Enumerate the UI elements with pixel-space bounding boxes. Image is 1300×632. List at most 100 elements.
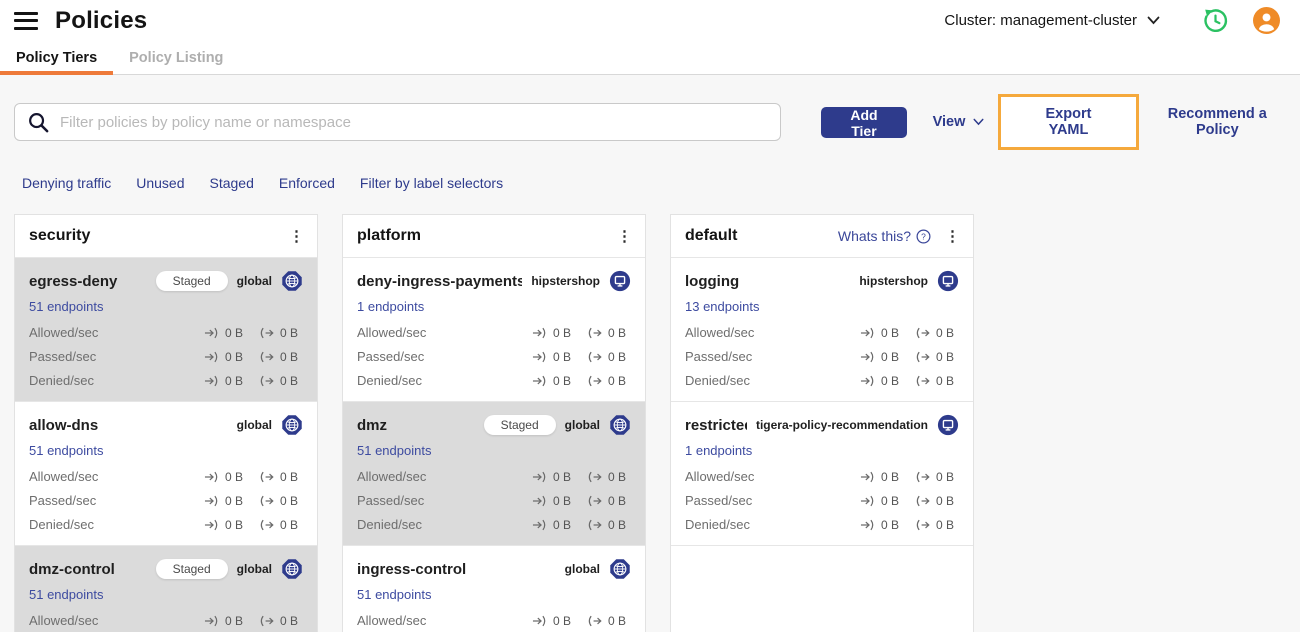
menu-icon[interactable]	[14, 11, 38, 30]
endpoints-link[interactable]: 13 endpoints	[685, 299, 760, 314]
policy-top-row: logging hipstershop	[685, 269, 959, 293]
tier-menu-kebab-icon[interactable]: ⋮	[945, 227, 960, 245]
policy-search-box[interactable]	[14, 103, 782, 141]
policy-scope: global	[236, 274, 272, 288]
policy-metrics: Allowed/sec 0 B 0 B Passed/sec	[685, 469, 959, 532]
policy-card[interactable]: allow-dns global 51 endpoints Allowed/se…	[15, 402, 317, 546]
tier-body: logging hipstershop 13 endpoints Allowed…	[671, 258, 973, 546]
egress-value: 0 B	[608, 349, 627, 364]
filter-link[interactable]: Enforced	[278, 175, 335, 191]
egress-metric: 0 B	[259, 494, 303, 508]
endpoints-link[interactable]: 51 endpoints	[29, 587, 104, 602]
metric-label: Allowed/sec	[29, 325, 99, 340]
policy-metrics: Allowed/sec 0 B 0 B Passed/sec	[29, 325, 303, 388]
tier-menu-kebab-icon[interactable]: ⋮	[289, 227, 304, 245]
metric-row: Passed/sec 0 B 0 B	[29, 349, 303, 364]
ingress-icon	[532, 471, 546, 482]
egress-value: 0 B	[936, 349, 955, 364]
ingress-value: 0 B	[225, 493, 244, 508]
policy-metrics: Allowed/sec 0 B 0 B Passed/sec	[685, 325, 959, 388]
endpoints-link[interactable]: 1 endpoints	[357, 299, 425, 314]
egress-icon	[260, 615, 274, 626]
global-policy-icon	[609, 558, 631, 580]
egress-metric: 0 B	[915, 326, 959, 340]
policy-name[interactable]: deny-ingress-paymentservi...	[357, 272, 523, 290]
egress-value: 0 B	[608, 493, 627, 508]
egress-icon	[260, 351, 274, 362]
whats-this-link[interactable]: Whats this? ?	[838, 228, 931, 244]
namespace-policy-icon	[937, 414, 959, 436]
ingress-icon	[532, 351, 546, 362]
staged-badge: Staged	[483, 415, 556, 435]
metric-row: Passed/sec 0 B 0 B	[357, 493, 631, 508]
egress-value: 0 B	[280, 517, 299, 532]
policy-top-row: allow-dns global	[29, 413, 303, 437]
export-yaml-highlight: Export YAML	[998, 94, 1139, 150]
tab-policy-listing[interactable]: Policy Listing	[129, 49, 224, 66]
policy-name[interactable]: allow-dns	[29, 416, 99, 434]
ingress-icon	[860, 471, 874, 482]
policy-card[interactable]: ingress-control global 51 endpoints Allo…	[343, 546, 645, 632]
metric-row: Allowed/sec 0 B 0 B	[357, 469, 631, 484]
policy-card[interactable]: deny-ingress-paymentservi... hipstershop…	[343, 258, 645, 402]
endpoints-link[interactable]: 51 endpoints	[29, 443, 104, 458]
metric-row: Allowed/sec 0 B 0 B	[357, 325, 631, 340]
egress-icon	[260, 375, 274, 386]
chevron-down-icon	[1147, 16, 1160, 25]
filter-link[interactable]: Staged	[209, 175, 254, 191]
tier-body: deny-ingress-paymentservi... hipstershop…	[343, 258, 645, 632]
cluster-label: Cluster: management-cluster	[944, 12, 1137, 29]
history-icon[interactable]	[1202, 7, 1229, 34]
ingress-value: 0 B	[553, 325, 572, 340]
metric-row: Allowed/sec 0 B 0 B	[357, 613, 631, 628]
policy-card[interactable]: dmz Staged global 51 endpoints Allowed/s…	[343, 402, 645, 546]
filter-link[interactable]: Unused	[136, 175, 185, 191]
tier-header: security ⋮	[15, 215, 317, 258]
metric-label: Passed/sec	[685, 493, 753, 508]
policy-top-row: egress-deny Staged global	[29, 269, 303, 293]
policy-name[interactable]: dmz	[357, 416, 387, 434]
endpoints-link[interactable]: 1 endpoints	[685, 443, 753, 458]
endpoints-link[interactable]: 51 endpoints	[357, 443, 432, 458]
view-button[interactable]: View	[933, 114, 985, 130]
egress-value: 0 B	[936, 493, 955, 508]
metric-label: Denied/sec	[685, 517, 751, 532]
user-avatar-icon[interactable]	[1253, 7, 1280, 34]
endpoints-link[interactable]: 51 endpoints	[357, 587, 432, 602]
egress-metric: 0 B	[259, 374, 303, 388]
add-tier-button[interactable]: Add Tier	[821, 106, 907, 139]
recommend-policy-button[interactable]: Recommend a Policy	[1149, 106, 1286, 138]
tier-menu-kebab-icon[interactable]: ⋮	[617, 227, 632, 245]
ingress-icon	[204, 375, 218, 386]
endpoints-link[interactable]: 51 endpoints	[29, 299, 104, 314]
ingress-icon	[204, 471, 218, 482]
namespace-policy-icon	[609, 270, 631, 292]
policy-name[interactable]: restricted	[685, 416, 747, 434]
egress-icon	[588, 615, 602, 626]
tier-name: default	[685, 227, 738, 244]
filter-link[interactable]: Denying traffic	[22, 175, 112, 191]
tier-name: platform	[357, 227, 421, 244]
metric-row: Passed/sec 0 B 0 B	[685, 349, 959, 364]
policy-card[interactable]: restricted tigera-policy-recommendation …	[671, 402, 973, 546]
cluster-selector[interactable]: Cluster: management-cluster	[944, 12, 1160, 29]
ingress-icon	[204, 351, 218, 362]
policy-name[interactable]: ingress-control	[357, 560, 467, 578]
metric-label: Allowed/sec	[29, 469, 99, 484]
policy-name[interactable]: dmz-control	[29, 560, 115, 578]
policy-card[interactable]: logging hipstershop 13 endpoints Allowed…	[671, 258, 973, 402]
metric-row: Passed/sec 0 B 0 B	[685, 493, 959, 508]
egress-metric: 0 B	[587, 326, 631, 340]
tab-policy-tiers[interactable]: Policy Tiers	[0, 41, 114, 75]
policy-name[interactable]: logging	[685, 272, 740, 290]
search-input[interactable]	[60, 113, 769, 131]
policy-card[interactable]: dmz-control Staged global 51 endpoints A…	[15, 546, 317, 632]
policy-card[interactable]: egress-deny Staged global 51 endpoints A…	[15, 258, 317, 402]
ingress-icon	[532, 495, 546, 506]
policy-name[interactable]: egress-deny	[29, 272, 118, 290]
filter-link[interactable]: Filter by label selectors	[359, 175, 504, 191]
ingress-value: 0 B	[553, 493, 572, 508]
tiers-row: security ⋮ egress-deny Staged global 51 …	[14, 214, 1286, 632]
export-yaml-button[interactable]: Export YAML	[1026, 106, 1110, 138]
ingress-metric: 0 B	[860, 494, 904, 508]
